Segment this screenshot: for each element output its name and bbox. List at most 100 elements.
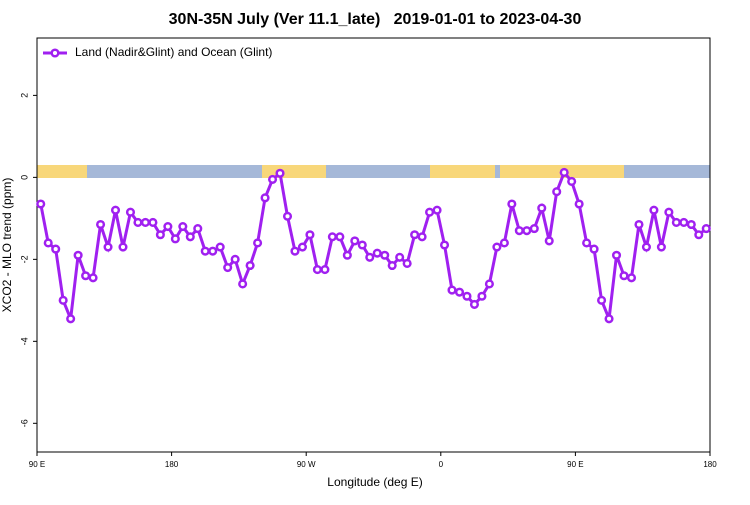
data-point [559,167,569,177]
land-band [37,165,87,178]
data-point [245,260,255,271]
data-point [312,265,322,275]
data-point [88,273,98,283]
data-point [178,222,188,232]
data-point [148,217,158,228]
data-point [611,250,622,260]
data-point [185,232,195,242]
data-point [439,240,450,250]
data-point [155,230,165,240]
data-point [43,238,53,248]
data-point [626,273,637,283]
data-point [81,271,91,281]
x-tick-label: 180 [703,460,717,469]
data-point [290,246,300,256]
data-point [582,238,592,248]
data-point [305,230,315,240]
data-point [410,230,420,240]
data-point [170,234,180,244]
data-point [589,244,599,254]
data-point [664,207,674,217]
y-axis-label: XCO2 - MLO trend (ppm) [0,178,14,313]
data-point [73,250,83,260]
data-point [268,174,278,184]
data-point [103,242,113,252]
data-point [357,240,367,250]
data-point [537,203,547,213]
data-point [634,219,644,230]
data-point [275,168,285,178]
data-point [656,242,666,252]
plot-frame [36,37,711,453]
data-point [507,199,517,209]
data-point [604,314,614,324]
data-point [260,193,270,203]
data-point [484,279,494,289]
data-point [193,224,203,234]
data-point [215,242,225,252]
data-point [200,246,210,256]
x-tick-label: 90 E [567,460,583,469]
data-point [350,236,360,246]
legend-marker [50,48,60,58]
data-point [133,217,143,228]
data-point [469,299,480,309]
land-band [430,165,495,178]
data-point [597,295,607,305]
data-point [492,242,502,252]
y-tick-label: -4 [19,337,29,345]
y-tick-label: 2 [19,93,29,98]
data-point [118,242,128,252]
data-point [619,271,629,281]
x-tick-label: 90 E [29,460,45,469]
data-point [694,230,704,240]
data-point [529,224,539,234]
data-point [477,291,487,301]
data-point [253,238,263,248]
data-point [372,248,382,258]
data-point [641,242,651,252]
data-point [238,279,248,289]
data-point [58,295,68,305]
data-point [297,242,308,252]
data-point [499,238,509,248]
data-point [282,211,293,221]
data-point [417,232,427,242]
data-point [320,265,330,275]
data-point [96,219,106,230]
data-point [462,291,472,301]
x-axis-label: Longitude (deg E) [327,475,422,489]
data-point [208,246,218,256]
y-tick-label: 0 [19,175,29,180]
data-point [522,226,532,236]
data-point [51,244,61,254]
y-tick-label: -6 [19,419,29,427]
x-tick-label: 90 W [297,460,316,469]
data-point [140,217,150,228]
legend-label: Land (Nadir&Glint) and Ocean (Glint) [75,45,272,59]
x-tick-label: 180 [165,460,179,469]
data-point [679,217,689,228]
data-point [387,260,397,271]
data-point [230,254,240,264]
x-tick-label: 0 [439,460,444,469]
data-point [365,252,375,262]
data-point [686,219,696,230]
data-point [454,287,465,297]
data-point [447,285,457,295]
data-point [425,207,435,217]
data-point [36,199,46,209]
data-point [335,232,345,242]
data-point [552,187,562,197]
data-point [402,258,412,268]
y-tick-label: -2 [19,255,29,263]
data-point [110,205,121,215]
chart-title: 30N-35N July (Ver 11.1_late) 2019-01-01 … [169,11,582,28]
data-point [223,262,233,273]
data-point [649,205,659,215]
data-point [395,252,405,262]
data-point [567,176,577,187]
data-point [574,199,584,209]
data-point [380,250,390,260]
